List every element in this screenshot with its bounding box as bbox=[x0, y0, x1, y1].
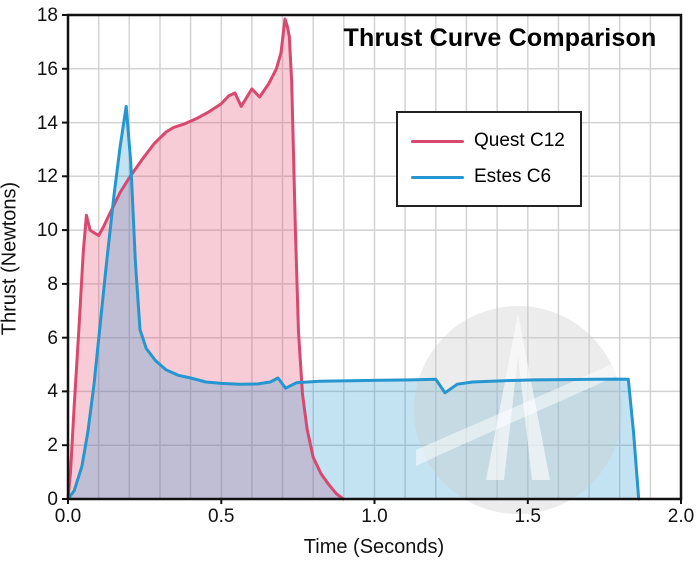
legend-item-estes-c6: Estes C6 bbox=[398, 166, 580, 188]
chart-title: Thrust Curve Comparison bbox=[343, 24, 657, 52]
x-axis-label: Time (Seconds) bbox=[303, 536, 445, 558]
y-tick-label: 10 bbox=[36, 220, 58, 242]
x-tick-label: 1.0 bbox=[361, 506, 388, 527]
y-tick-label: 16 bbox=[36, 58, 58, 80]
x-tick-label: 0.0 bbox=[54, 506, 82, 527]
legend-label-quest-c12: Quest C12 bbox=[474, 130, 565, 151]
rocket-logo-watermark-icon bbox=[414, 306, 622, 514]
y-tick-label: 2 bbox=[47, 435, 58, 457]
legend-label-estes-c6: Estes C6 bbox=[474, 166, 552, 187]
legend: Quest C12 Estes C6 bbox=[396, 111, 582, 207]
y-axis-label: Thrust (Newtons) bbox=[0, 181, 21, 336]
y-tick-label: 4 bbox=[47, 381, 58, 403]
x-tick-label: 2.0 bbox=[667, 506, 695, 527]
legend-item-quest-c12: Quest C12 bbox=[398, 130, 580, 152]
plot-frame bbox=[66, 13, 683, 501]
estes-c6-line-swatch-icon bbox=[411, 175, 464, 179]
y-tick-label: 6 bbox=[47, 327, 58, 349]
x-tick-label: 1.5 bbox=[514, 506, 541, 527]
y-tick-label: 12 bbox=[36, 166, 58, 188]
estes-c6-area bbox=[68, 106, 639, 500]
quest-c12-curve bbox=[66, 17, 345, 501]
quest-c12-line-swatch-icon bbox=[411, 139, 464, 143]
y-tick-label: 0 bbox=[47, 489, 58, 510]
y-tick-label: 8 bbox=[47, 273, 58, 295]
y-tick-label: 14 bbox=[36, 112, 58, 134]
x-tick-label: 0.5 bbox=[208, 506, 235, 527]
estes-c6-curve bbox=[66, 104, 641, 501]
y-tick-label: 18 bbox=[36, 5, 58, 26]
